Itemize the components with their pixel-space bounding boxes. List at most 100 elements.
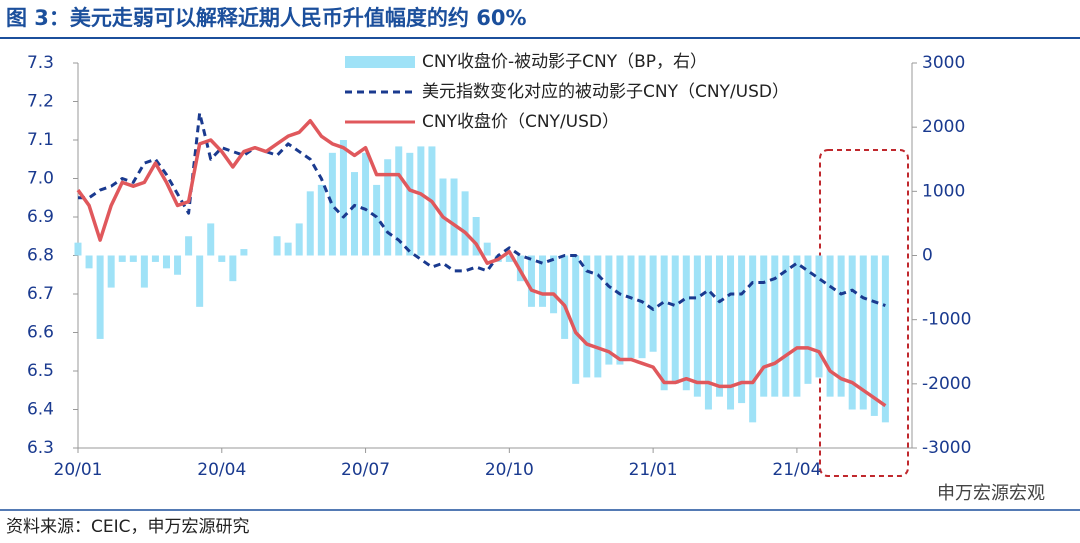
bar bbox=[826, 255, 834, 397]
bar bbox=[218, 255, 226, 262]
highlight-box bbox=[819, 149, 909, 477]
bar bbox=[362, 152, 370, 256]
legend-label: 美元指数变化对应的被动影子CNY（CNY/USD） bbox=[422, 82, 789, 102]
bar bbox=[406, 152, 414, 256]
y-tick-label: 6.5 bbox=[27, 361, 54, 381]
bar bbox=[815, 255, 823, 378]
bar bbox=[229, 255, 237, 282]
x-tick-label: 20/07 bbox=[341, 460, 390, 480]
bar bbox=[539, 255, 547, 307]
bar bbox=[848, 255, 856, 410]
bar bbox=[505, 255, 513, 262]
y-tick-label: 6.6 bbox=[27, 323, 54, 343]
legend-swatch bbox=[345, 56, 415, 68]
bar bbox=[384, 159, 392, 256]
bar bbox=[881, 255, 889, 423]
bar bbox=[804, 255, 812, 384]
bar bbox=[96, 255, 104, 339]
bar bbox=[207, 223, 215, 256]
bar bbox=[174, 255, 182, 275]
x-tick-label: 20/04 bbox=[197, 460, 246, 480]
bar bbox=[594, 255, 602, 378]
bar bbox=[140, 255, 148, 288]
y-tick-label: 6.8 bbox=[27, 246, 54, 266]
bar bbox=[328, 152, 336, 256]
watermark: 申万宏源宏观 bbox=[937, 483, 1045, 504]
bar bbox=[693, 255, 701, 397]
bar bbox=[472, 217, 480, 256]
bar bbox=[727, 255, 735, 410]
y2-tick-label: -1000 bbox=[922, 310, 971, 330]
bar bbox=[749, 255, 757, 423]
bar bbox=[306, 191, 314, 256]
bar bbox=[417, 146, 425, 256]
bar bbox=[373, 184, 381, 256]
bar bbox=[107, 255, 115, 288]
bar bbox=[837, 255, 845, 397]
bar bbox=[704, 255, 712, 410]
y-tick-label: 7.1 bbox=[27, 130, 54, 150]
y-tick-label: 7.0 bbox=[27, 169, 54, 189]
bar bbox=[550, 255, 558, 314]
y2-tick-label: -2000 bbox=[922, 374, 971, 394]
bar bbox=[162, 255, 170, 269]
y-tick-label: 6.7 bbox=[27, 284, 54, 304]
y2-tick-label: 3000 bbox=[922, 53, 965, 73]
bar bbox=[782, 255, 790, 397]
bar bbox=[572, 255, 580, 384]
chart-title: 图 3：美元走弱可以解释近期人民币升值幅度的约 60% bbox=[6, 6, 527, 30]
bar bbox=[859, 255, 867, 410]
y-tick-label: 7.2 bbox=[27, 92, 54, 112]
bar bbox=[638, 255, 646, 359]
bar bbox=[649, 255, 657, 352]
legend-label: CNY收盘价（CNY/USD） bbox=[422, 112, 619, 132]
bar bbox=[240, 249, 248, 256]
bar bbox=[185, 236, 193, 256]
bar bbox=[351, 172, 358, 256]
legend-label: CNY收盘价-被动影子CNY（BP，右） bbox=[422, 52, 707, 72]
bar bbox=[671, 255, 679, 384]
bar bbox=[284, 242, 292, 256]
bar bbox=[738, 255, 746, 404]
bar bbox=[760, 255, 768, 397]
y-tick-label: 6.9 bbox=[27, 207, 54, 227]
bar bbox=[450, 178, 458, 256]
bar bbox=[339, 140, 347, 256]
bar bbox=[561, 255, 569, 339]
bar bbox=[771, 255, 779, 397]
bar bbox=[151, 255, 159, 262]
bar bbox=[85, 255, 93, 269]
bar bbox=[483, 242, 491, 256]
bar bbox=[129, 255, 137, 262]
y-tick-label: 6.4 bbox=[27, 400, 54, 420]
bar bbox=[660, 255, 668, 391]
bar bbox=[682, 255, 690, 391]
bar bbox=[527, 255, 535, 307]
line bbox=[78, 111, 886, 311]
bar bbox=[583, 255, 591, 378]
y-tick-label: 7.3 bbox=[27, 53, 54, 73]
source: 资料来源：CEIC，申万宏源研究 bbox=[6, 517, 250, 537]
bar bbox=[317, 184, 325, 256]
x-tick-label: 21/04 bbox=[772, 460, 821, 480]
bar bbox=[461, 191, 469, 256]
y2-tick-label: 0 bbox=[922, 246, 933, 266]
bar bbox=[295, 223, 303, 256]
x-tick-label: 20/01 bbox=[54, 460, 103, 480]
bar bbox=[715, 255, 723, 397]
bar bbox=[196, 255, 204, 307]
bar bbox=[793, 255, 801, 397]
bar bbox=[616, 255, 624, 365]
x-tick-label: 21/01 bbox=[629, 460, 678, 480]
bar bbox=[118, 255, 126, 262]
bar bbox=[605, 255, 613, 365]
y-tick-label: 6.3 bbox=[27, 438, 54, 458]
bar bbox=[395, 146, 403, 256]
bar bbox=[273, 236, 281, 256]
bar bbox=[870, 255, 878, 416]
bar bbox=[74, 242, 82, 256]
y2-tick-label: 2000 bbox=[922, 117, 965, 137]
y2-tick-label: -3000 bbox=[922, 438, 971, 458]
